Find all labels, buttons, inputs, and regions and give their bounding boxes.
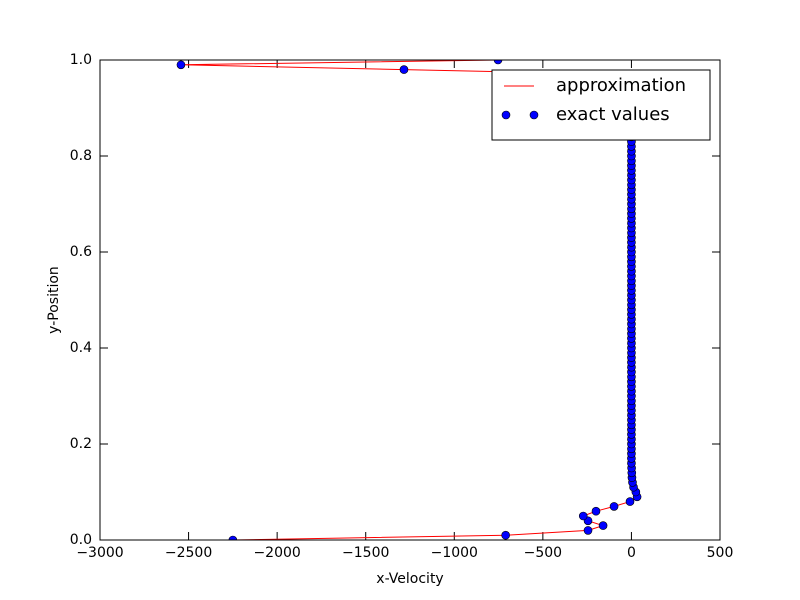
y-tick-label: 0.6 — [70, 244, 92, 260]
legend-swatch — [529, 110, 539, 120]
x-tick-label: −3000 — [76, 545, 123, 561]
y-axis-label: y-Position — [46, 266, 62, 334]
x-tick-label: 500 — [707, 545, 734, 561]
data-point — [598, 521, 608, 530]
data-point — [176, 60, 186, 70]
x-axis-label: x-Velocity — [376, 571, 443, 587]
x-tick-label: −2000 — [253, 545, 300, 561]
x-tick-label: −1500 — [342, 545, 389, 561]
data-point — [493, 60, 503, 65]
data-point — [399, 65, 409, 74]
data-point — [625, 497, 635, 506]
data-point — [609, 502, 619, 511]
data-point — [228, 535, 238, 540]
axes-frame — [99, 59, 721, 541]
legend-box — [491, 69, 711, 141]
x-tick-label: 0 — [627, 545, 636, 561]
y-tick-label: 0.4 — [70, 340, 92, 356]
data-point — [501, 530, 510, 540]
y-tick-label: 0.0 — [70, 532, 92, 548]
y-tick-label: 0.2 — [70, 436, 92, 452]
legend-swatch — [501, 110, 511, 120]
y-tick-label: 0.8 — [70, 148, 92, 164]
x-tick-label: −1000 — [431, 545, 478, 561]
x-tick-label: −2500 — [165, 545, 212, 561]
data-point — [583, 526, 593, 535]
legend-label: approximation — [556, 75, 686, 96]
data-point — [578, 511, 588, 521]
data-point — [591, 506, 601, 516]
y-tick-label: 1.0 — [70, 52, 92, 68]
x-tick-label: −500 — [524, 545, 562, 561]
legend-label: exact values — [556, 104, 670, 125]
